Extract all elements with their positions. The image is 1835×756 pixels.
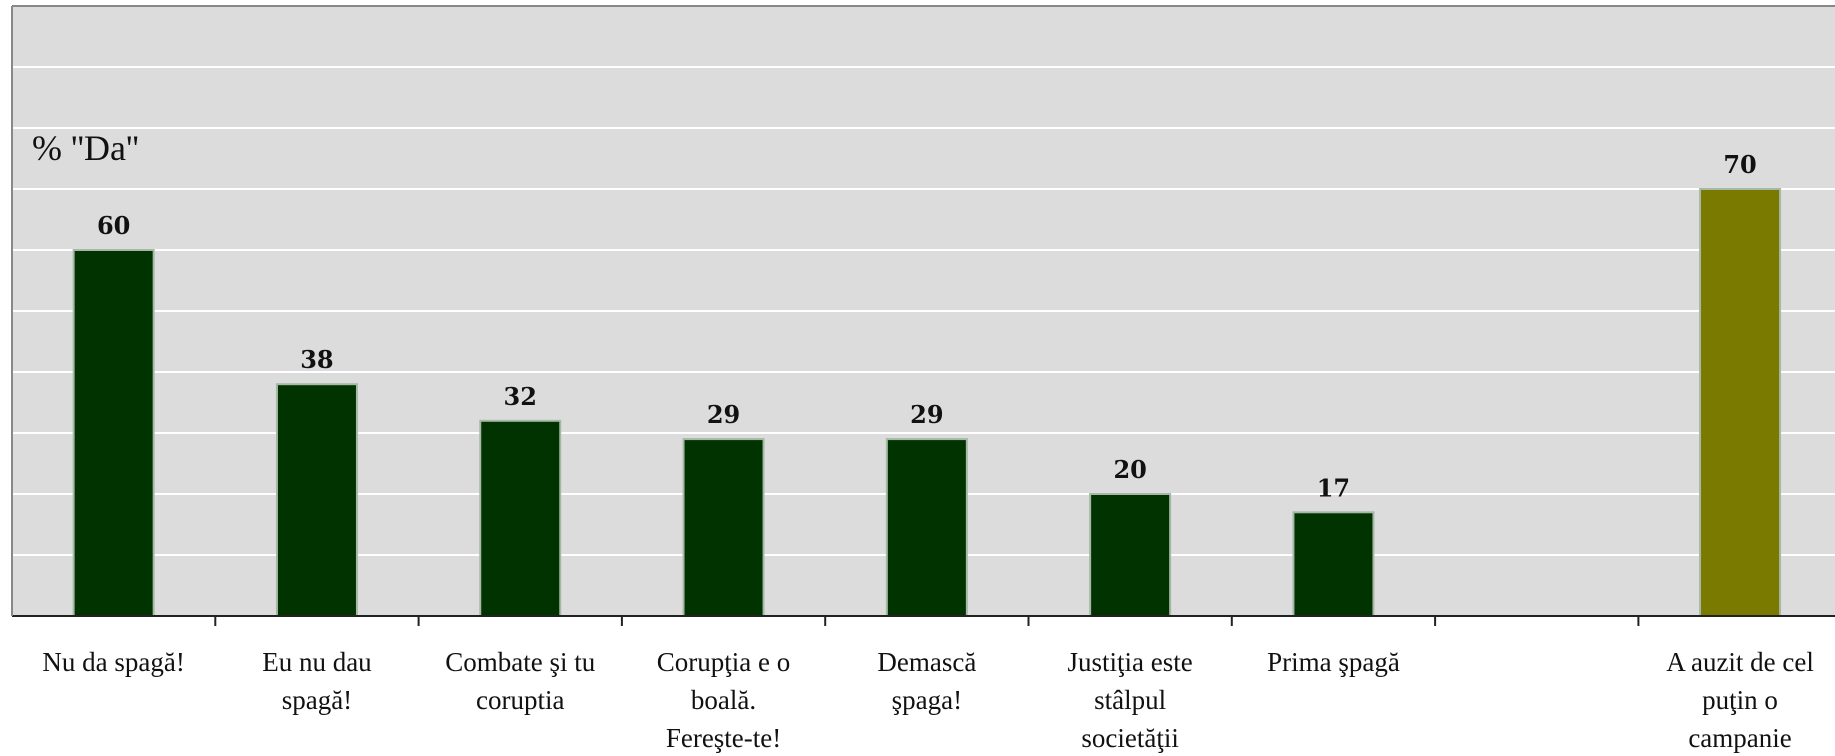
- category-label: Demască şpaga!: [877, 647, 976, 715]
- category-label-line: A auzit de cel: [1666, 647, 1814, 677]
- bar-value-label: 17: [1317, 473, 1350, 502]
- category-label-line: Eu nu dau: [262, 647, 372, 677]
- bar-value-label: 29: [707, 400, 740, 429]
- category-label-line: Prima şpagă: [1267, 647, 1400, 677]
- category-label-line: Demască: [877, 647, 976, 677]
- x-axis-ticks: [214, 616, 1640, 626]
- category-label-line: Corupţia e o: [657, 647, 790, 677]
- bar: [1292, 511, 1375, 617]
- bar-value-label: 38: [300, 345, 333, 374]
- bar: [1699, 188, 1782, 617]
- category-label: Combate şi tu coruptia: [445, 647, 595, 715]
- category-label: Corupţia e o boală. Fereşte-te!: [657, 647, 790, 753]
- category-label: Nu da spagă!: [42, 647, 184, 677]
- category-label-line: spagă!: [282, 685, 352, 715]
- bar: [682, 438, 765, 617]
- category-label-line: campanie: [1688, 723, 1791, 753]
- category-label: Prima şpagă: [1267, 647, 1400, 677]
- bar: [885, 438, 968, 617]
- category-label-line: Nu da spagă!: [42, 647, 184, 677]
- category-label-line: boală.: [691, 685, 756, 715]
- category-label: Justiţia este stâlpul societăţii: [1068, 647, 1193, 753]
- bar: [275, 383, 358, 618]
- bar-value-label: 20: [1113, 455, 1146, 484]
- unit-label: % ''Da'': [32, 128, 139, 168]
- bar: [479, 419, 562, 617]
- bar-value-label: 60: [97, 211, 130, 240]
- category-label-line: Justiţia este: [1068, 647, 1193, 677]
- bar: [72, 249, 155, 617]
- bars: [72, 188, 1782, 618]
- category-label-line: Fereşte-te!: [666, 723, 781, 753]
- category-labels: Nu da spagă! Eu nu dau spagă! Combate şi tu…: [42, 647, 1813, 753]
- category-label-line: coruptia: [476, 685, 564, 715]
- category-label-line: puţin o: [1702, 685, 1778, 715]
- bar: [1089, 493, 1172, 617]
- bar-value-label: 32: [504, 382, 537, 411]
- category-label: A auzit de cel puţin o campanie: [1666, 647, 1814, 753]
- category-label-line: societăţii: [1081, 723, 1178, 753]
- category-label-line: Combate şi tu: [445, 647, 595, 677]
- bar-value-label: 70: [1723, 150, 1756, 179]
- category-label-line: stâlpul: [1094, 685, 1166, 715]
- category-label-line: şpaga!: [892, 685, 962, 715]
- value-labels: 60 38 32 29 29 20 17 70: [97, 150, 1757, 502]
- bar-value-label: 29: [910, 400, 943, 429]
- category-label: Eu nu dau spagă!: [262, 647, 372, 715]
